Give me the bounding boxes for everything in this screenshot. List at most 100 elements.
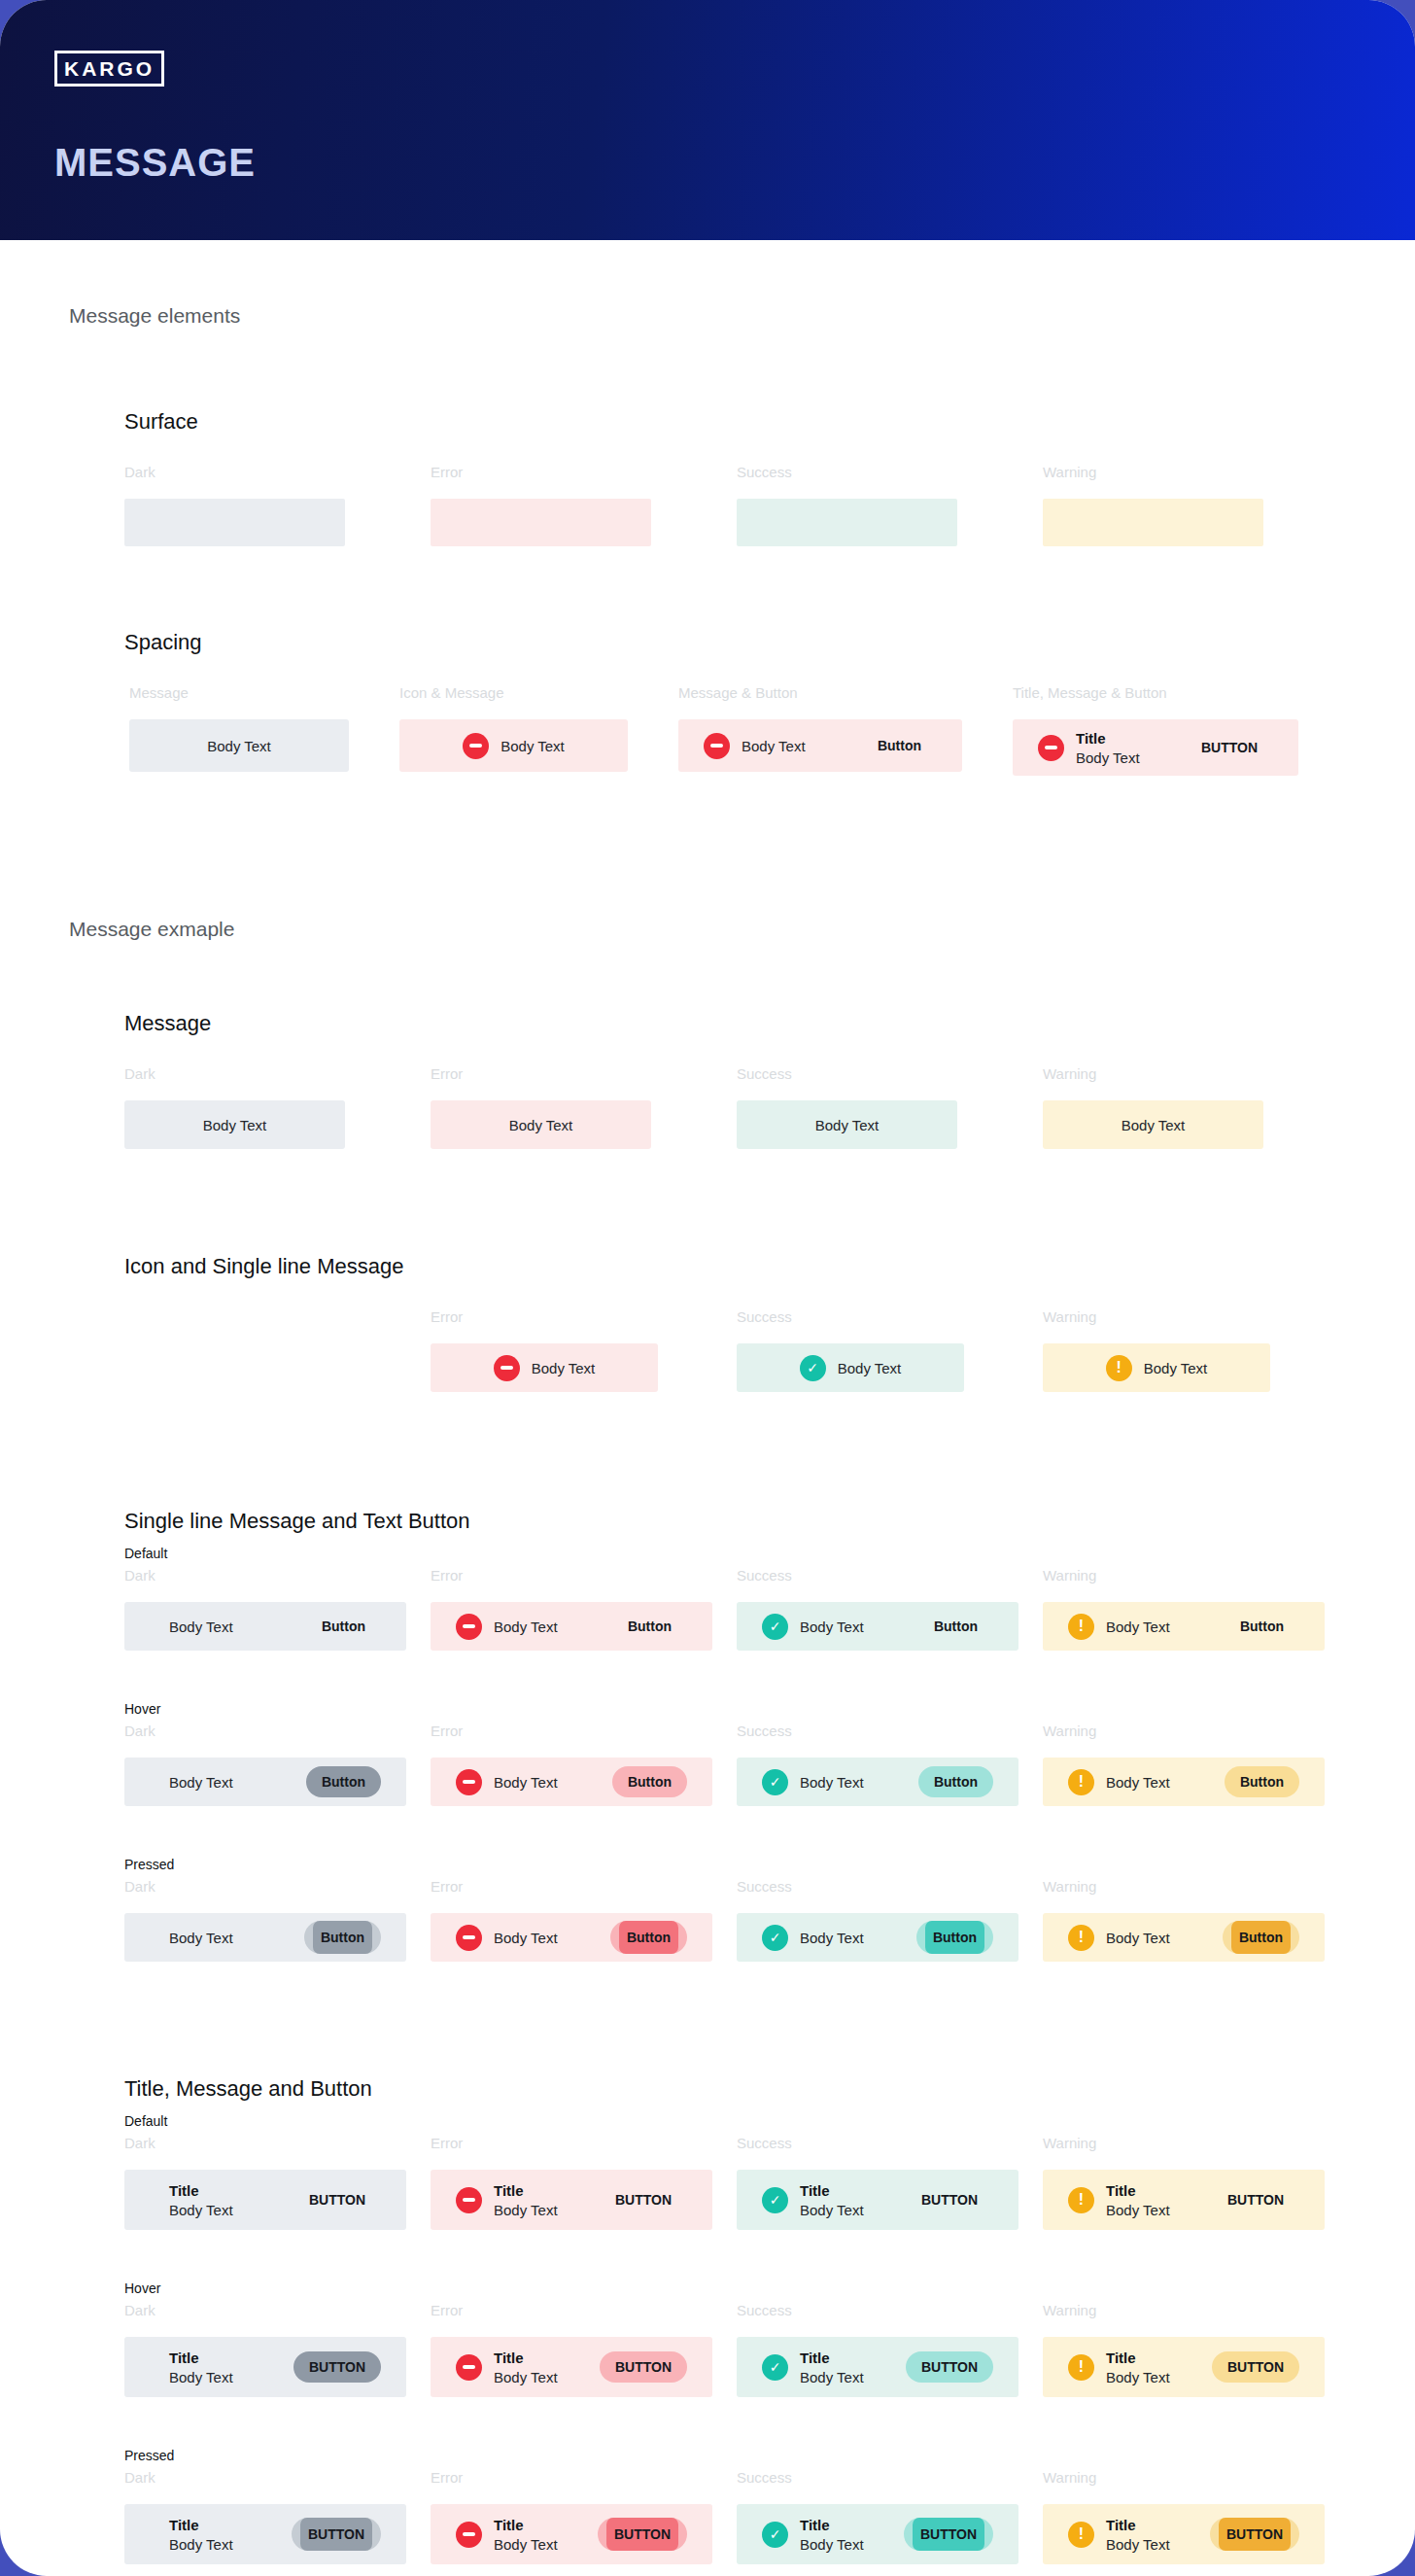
text-button-pressed[interactable]: Button xyxy=(916,1921,993,1954)
success-check-icon xyxy=(762,2187,788,2213)
text-button[interactable]: Button xyxy=(862,730,937,761)
body-text: Body Text xyxy=(203,1117,267,1133)
text-button-upper-hover[interactable]: BUTTON xyxy=(906,2351,993,2383)
warning-icon xyxy=(1068,2522,1094,2548)
text-button-upper-hover[interactable]: BUTTON xyxy=(1212,2351,1299,2383)
body-text: Body Text xyxy=(494,2369,558,2385)
cell-success: Success Title Body Text BUTTON xyxy=(737,2469,1043,2564)
title-hover-row: Dark Title Body Text BUTTON Error xyxy=(0,2302,1415,2397)
body-text: Body Text xyxy=(800,2369,864,2385)
text-button-pressed[interactable]: Button xyxy=(1223,1921,1299,1954)
icon-message-card-warning: Body Text xyxy=(1043,1343,1270,1392)
column-label-dark: Dark xyxy=(124,1065,431,1083)
warning-icon xyxy=(1106,1355,1132,1381)
icon-single-cell-warning: Warning Body Text xyxy=(1043,1308,1349,1392)
kargo-logo: KARGO xyxy=(54,51,164,87)
cell-success: Success Title Body Text BUTTON xyxy=(737,2135,1043,2230)
state-block-default: Default Dark Body Text Button Error Bo xyxy=(0,1546,1415,1651)
text-button-pressed[interactable]: Button xyxy=(304,1921,381,1954)
body-text: Body Text xyxy=(500,738,565,754)
text-button[interactable]: Button xyxy=(306,1611,381,1642)
surface-swatch-error xyxy=(431,499,651,546)
column-label-error: Error xyxy=(431,2469,737,2487)
spacing-cell-title-message-button: Title, Message & Button Title Body Text … xyxy=(1013,684,1298,776)
state-block-pressed: Pressed Dark Body Text Button Error Bo xyxy=(0,1857,1415,1962)
title-card-error-hover: Title Body Text BUTTON xyxy=(431,2337,712,2397)
text-button-upper[interactable]: BUTTON xyxy=(1212,2184,1299,2215)
text-button[interactable]: Button xyxy=(1225,1611,1299,1642)
column-label-success: Success xyxy=(737,1308,1043,1326)
single-line-card-success-pressed: Body Text Button xyxy=(737,1913,1018,1962)
error-icon xyxy=(704,733,730,759)
title-body-stack: Title Body Text xyxy=(800,2517,864,2553)
cell-dark: Dark Title Body Text BUTTON xyxy=(124,2302,431,2397)
text-button-upper[interactable]: BUTTON xyxy=(906,2184,993,2215)
title-text: Title xyxy=(800,2350,864,2367)
button-label: BUTTON xyxy=(1219,2518,1291,2551)
title-text: Title xyxy=(1106,2182,1170,2200)
body-text: Body Text xyxy=(1106,1619,1170,1635)
message-card-success: Body Text xyxy=(737,1100,957,1149)
title-body-stack: Title Body Text xyxy=(1106,2517,1170,2553)
single-line-card-dark-pressed: Body Text Button xyxy=(124,1913,406,1962)
title-card-warning-pressed: Title Body Text BUTTON xyxy=(1043,2504,1325,2564)
text-button-upper-hover[interactable]: BUTTON xyxy=(600,2351,687,2383)
cell-dark: Dark Body Text Button xyxy=(124,1567,431,1651)
spacing-card-message: Body Text xyxy=(129,719,349,772)
text-button[interactable]: Button xyxy=(612,1611,687,1642)
column-label-warning: Warning xyxy=(1043,464,1349,481)
body-text: Body Text xyxy=(800,1930,864,1946)
message-card-error: Body Text xyxy=(431,1100,651,1149)
title-text: Title xyxy=(1106,2350,1170,2367)
message-cell-warning: Warning Body Text xyxy=(1043,1065,1349,1149)
spacing-label-title-message-button: Title, Message & Button xyxy=(1013,684,1298,702)
spacing-card-title-message-button: Title Body Text BUTTON xyxy=(1013,719,1298,776)
single-line-card-error-pressed: Body Text Button xyxy=(431,1913,712,1962)
text-button-upper-pressed[interactable]: BUTTON xyxy=(904,2518,993,2551)
text-button-hover[interactable]: Button xyxy=(612,1766,687,1797)
single-line-button-heading: Single line Message and Text Button xyxy=(124,1509,1415,1534)
text-button-upper[interactable]: BUTTON xyxy=(1186,732,1273,763)
title-card-dark-hover: Title Body Text BUTTON xyxy=(124,2337,406,2397)
text-button-upper-pressed[interactable]: BUTTON xyxy=(598,2518,687,2551)
cell-dark: Dark Body Text Button xyxy=(124,1723,431,1806)
cell-success: Success Body Text Button xyxy=(737,1723,1043,1806)
message-card-dark: Body Text xyxy=(124,1100,345,1149)
text-button-upper-pressed[interactable]: BUTTON xyxy=(1210,2518,1299,2551)
state-block-hover: Hover Dark Title Body Text BUTTON xyxy=(0,2280,1415,2397)
text-button[interactable]: Button xyxy=(918,1611,993,1642)
title-body-stack: Title Body Text xyxy=(494,2350,558,2385)
cell-warning: Warning Body Text Button xyxy=(1043,1723,1349,1806)
state-block-hover: Hover Dark Body Text Button Error Body xyxy=(0,1701,1415,1806)
body-text: Body Text xyxy=(1106,2536,1170,2553)
message-cell-error: Error Body Text xyxy=(431,1065,737,1149)
title-text: Title xyxy=(494,2517,558,2534)
single-line-card-dark-hover: Body Text Button xyxy=(124,1758,406,1806)
button-label: Button xyxy=(925,1921,984,1954)
text-button-hover[interactable]: Button xyxy=(918,1766,993,1797)
icon-single-line-row: Error Body Text Success Body Text Warnin… xyxy=(0,1308,1415,1392)
text-button-upper-hover[interactable]: BUTTON xyxy=(293,2351,381,2383)
text-button-upper-pressed[interactable]: BUTTON xyxy=(292,2518,381,2551)
column-label-success: Success xyxy=(737,2469,1043,2487)
title-body-stack: Title Body Text xyxy=(494,2182,558,2218)
body-text: Body Text xyxy=(838,1360,902,1376)
body-text: Body Text xyxy=(169,2536,233,2553)
text-button-pressed[interactable]: Button xyxy=(610,1921,687,1954)
body-text: Body Text xyxy=(207,738,271,754)
cell-error: Error Body Text Button xyxy=(431,1567,737,1651)
column-label-dark: Dark xyxy=(124,1723,431,1740)
column-label-dark: Dark xyxy=(124,464,431,481)
cell-error: Error Title Body Text BUTTON xyxy=(431,2469,737,2564)
single-line-default-row: Dark Body Text Button Error Body Text Bu… xyxy=(0,1567,1415,1651)
column-label-error: Error xyxy=(431,1308,737,1326)
icon-single-cell-success: Success Body Text xyxy=(737,1308,1043,1392)
text-button-upper[interactable]: BUTTON xyxy=(293,2184,381,2215)
title-body-stack: Title Body Text xyxy=(169,2517,233,2553)
column-label-warning: Warning xyxy=(1043,2302,1349,2319)
text-button-hover[interactable]: Button xyxy=(1225,1766,1299,1797)
text-button-upper[interactable]: BUTTON xyxy=(600,2184,687,2215)
text-button-hover[interactable]: Button xyxy=(306,1766,381,1797)
title-card-success-hover: Title Body Text BUTTON xyxy=(737,2337,1018,2397)
body-text: Body Text xyxy=(1106,1774,1170,1791)
